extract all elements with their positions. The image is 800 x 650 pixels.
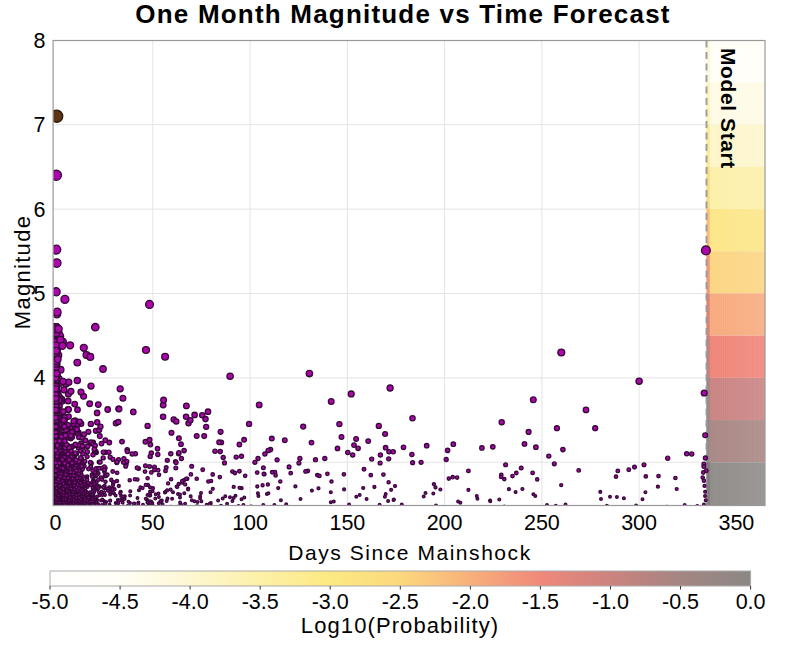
svg-text:5: 5: [34, 282, 46, 306]
svg-text:Days Since Mainshock: Days Since Mainshock: [288, 541, 531, 564]
svg-text:Log10(Probability): Log10(Probability): [301, 613, 499, 638]
svg-text:50: 50: [141, 511, 165, 535]
svg-text:200: 200: [427, 511, 463, 535]
svg-text:150: 150: [329, 511, 365, 535]
svg-text:350: 350: [718, 511, 754, 535]
svg-text:-3.0: -3.0: [312, 590, 349, 614]
svg-text:8: 8: [34, 29, 46, 53]
svg-text:One Month Magnitude vs Time Fo: One Month Magnitude vs Time Forecast: [135, 0, 670, 29]
svg-text:-2.5: -2.5: [382, 590, 419, 614]
svg-text:300: 300: [621, 511, 657, 535]
svg-text:-4.5: -4.5: [102, 590, 139, 614]
svg-text:4: 4: [34, 366, 46, 390]
svg-text:7: 7: [34, 113, 46, 137]
svg-text:-4.0: -4.0: [172, 590, 209, 614]
svg-text:-1.0: -1.0: [592, 590, 629, 614]
svg-text:-1.5: -1.5: [522, 590, 559, 614]
svg-text:250: 250: [524, 511, 560, 535]
svg-text:0: 0: [50, 511, 62, 535]
svg-text:Model Start: Model Start: [717, 48, 740, 169]
svg-text:Magnitude: Magnitude: [10, 215, 35, 329]
svg-text:3: 3: [34, 451, 46, 475]
svg-text:100: 100: [232, 511, 268, 535]
svg-text:-3.5: -3.5: [242, 590, 279, 614]
svg-text:0.0: 0.0: [736, 590, 766, 614]
svg-text:-2.0: -2.0: [452, 590, 489, 614]
svg-text:-0.5: -0.5: [662, 590, 699, 614]
svg-text:6: 6: [34, 198, 46, 222]
svg-text:-5.0: -5.0: [31, 590, 68, 614]
